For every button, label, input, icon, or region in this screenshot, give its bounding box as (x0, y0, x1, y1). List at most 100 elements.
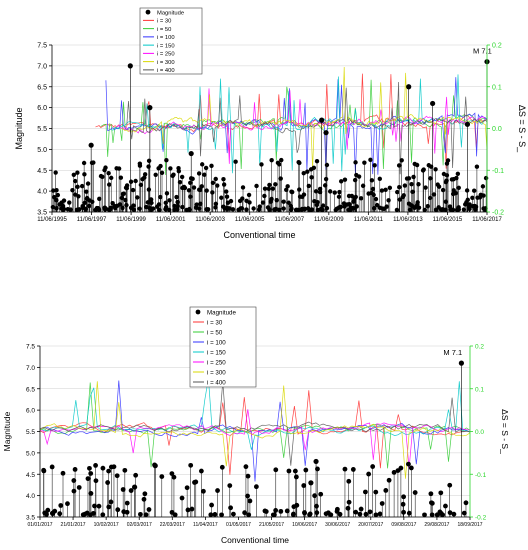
delta-s-series-6 (39, 381, 471, 479)
magnitude-point (199, 184, 204, 189)
magnitude-point (314, 202, 320, 208)
magnitude-point (91, 510, 96, 516)
magnitude-point (73, 178, 78, 184)
delta-s-series-7 (126, 81, 488, 175)
magnitude-point (191, 185, 197, 190)
y2-axis-label: ΔS = S - S_ (500, 409, 510, 454)
y-tick-label: 4.5 (26, 472, 35, 479)
magnitude-point (247, 498, 253, 504)
magnitude-point (259, 162, 264, 167)
magnitude-point (284, 508, 290, 514)
magnitude-point (226, 206, 232, 211)
magnitude-point (278, 176, 283, 181)
magnitude-point (210, 180, 216, 185)
x-tick-label: 09/08/2017 (391, 522, 416, 528)
magnitude-point (189, 506, 195, 512)
y2-tick-label: 0.1 (492, 84, 502, 91)
magnitude-point (233, 159, 238, 164)
magnitude-point (317, 189, 323, 195)
delta-s-series-2 (100, 79, 488, 176)
magnitude-point (325, 510, 331, 516)
delta-s-series-3 (39, 380, 471, 482)
magnitude-point (440, 187, 446, 193)
magnitude-point (146, 158, 152, 164)
annotation-label: M 7.1 (473, 47, 492, 56)
legend-label: Magnitude (157, 10, 184, 16)
magnitude-point (342, 177, 348, 182)
magnitude-point (219, 512, 224, 518)
magnitude-point (153, 172, 158, 178)
y-tick-label: 5.0 (26, 450, 35, 457)
x-tick-label: 11/06/1999 (116, 217, 146, 223)
magnitude-point (71, 172, 77, 177)
magnitude-point (399, 158, 404, 163)
magnitude-point (410, 189, 415, 195)
magnitude-point (373, 489, 379, 495)
magnitude-point (100, 465, 106, 471)
magnitude-point (366, 471, 372, 477)
magnitude-point (415, 200, 420, 205)
magnitude-point (128, 179, 134, 184)
x-tick-label: 18/09/2017 (457, 522, 482, 528)
magnitude-point (122, 467, 128, 473)
magnitude-point (414, 162, 420, 168)
magnitude-point (412, 490, 418, 495)
x-axis-label: Conventional time (221, 535, 289, 545)
magnitude-point (409, 182, 414, 187)
x-tick-label: 01/01/2017 (27, 522, 52, 528)
magnitude-point (396, 163, 402, 168)
magnitude-point (164, 158, 169, 163)
y2-tick-label: -0.1 (492, 168, 504, 175)
magnitude-point (281, 206, 286, 211)
magnitude-point (411, 174, 416, 180)
magnitude-point (320, 207, 325, 213)
magnitude-point (448, 207, 453, 212)
magnitude-point (159, 474, 165, 480)
magnitude-point (314, 503, 319, 509)
magnitude-point (433, 167, 438, 172)
magnitude-point (202, 172, 207, 177)
magnitude-point (426, 163, 431, 168)
magnitude-point (75, 170, 80, 175)
magnitude-point (263, 509, 269, 514)
magnitude-point (266, 186, 272, 191)
magnitude-point (373, 196, 379, 202)
y-tick-label: 3.5 (26, 515, 35, 522)
magnitude-point (313, 458, 319, 465)
magnitude-point (289, 189, 295, 195)
magnitude-point (372, 163, 377, 168)
magnitude-point (369, 178, 375, 183)
magnitude-point (130, 187, 136, 193)
magnitude-point (143, 512, 149, 518)
magnitude-point (308, 480, 314, 486)
magnitude-point (337, 511, 343, 517)
legend-label: i = 30 (157, 19, 171, 25)
magnitude-point (185, 507, 191, 513)
x-tick-label: 10/06/2017 (292, 522, 317, 528)
x-tick-label: 11/06/2017 (472, 217, 502, 223)
magnitude-point (205, 207, 211, 212)
magnitude-point (49, 464, 55, 470)
y-tick-label: 6.5 (26, 386, 35, 393)
magnitude-point (67, 200, 72, 205)
magnitude-point (228, 505, 234, 511)
magnitude-point (219, 195, 224, 200)
magnitude-point (181, 184, 187, 190)
magnitude-point (356, 174, 362, 179)
y-tick-label: 6.0 (37, 105, 47, 112)
magnitude-point (436, 205, 441, 210)
magnitude-point (224, 194, 230, 199)
magnitude-point (290, 512, 296, 518)
magnitude-point (401, 494, 407, 500)
y-tick-label: 7.0 (37, 63, 47, 70)
magnitude-point (302, 206, 308, 212)
magnitude-point (371, 206, 377, 211)
magnitude-point (221, 176, 226, 182)
magnitude-point (370, 464, 376, 469)
magnitude-point (65, 501, 70, 507)
y-tick-label: 7.5 (37, 43, 47, 50)
delta-s-series-5 (116, 88, 488, 164)
magnitude-point (332, 190, 337, 195)
magnitude-point (386, 477, 392, 483)
magnitude-point (177, 180, 183, 185)
